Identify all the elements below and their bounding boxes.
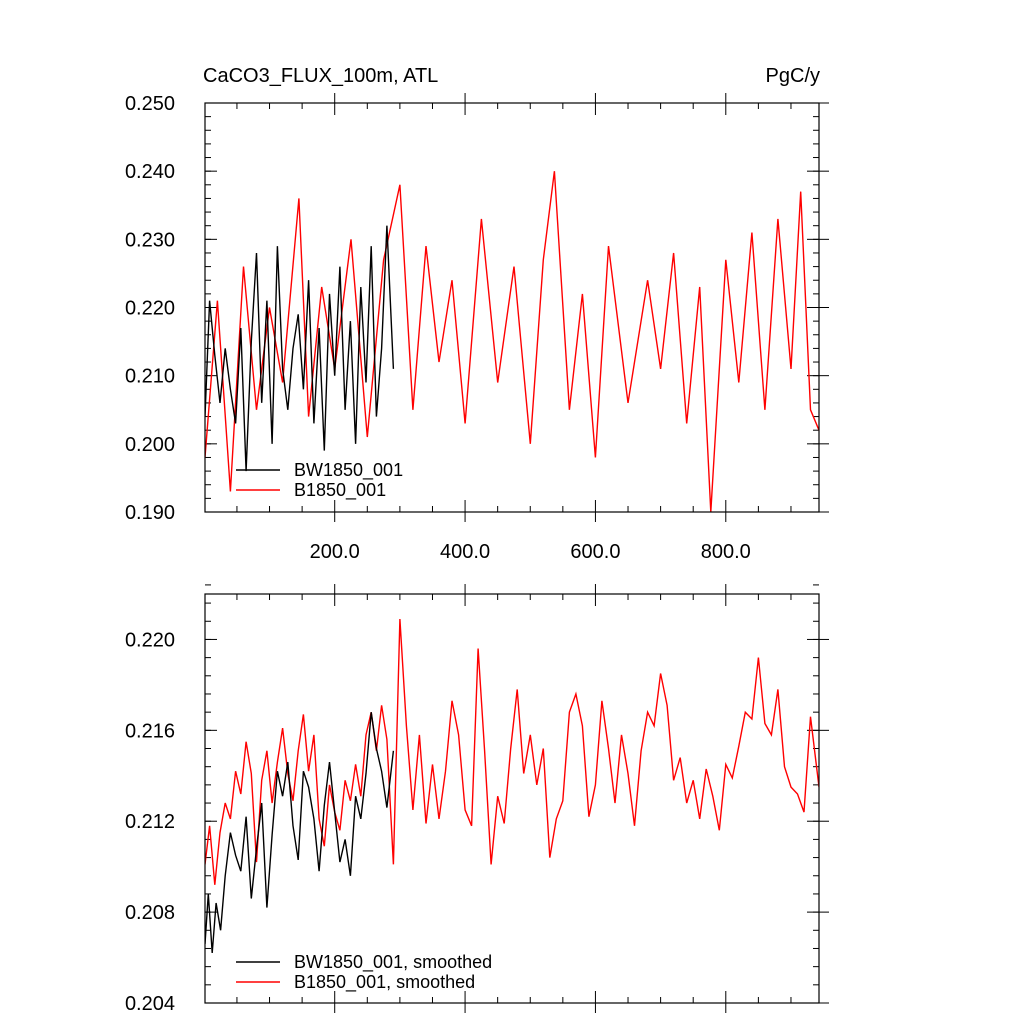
bottom-series-line-bw1850-001-smoothed xyxy=(205,712,395,954)
bottom-legend-label: BW1850_001, smoothed xyxy=(294,952,492,973)
top-y-tick-label: 0.230 xyxy=(125,229,175,251)
bottom-series-line-b1850-001-smoothed xyxy=(205,618,819,885)
top-series-group xyxy=(205,171,819,512)
top-chart-title: CaCO3_FLUX_100m, ATL xyxy=(203,65,438,87)
top-series-line-bw1850-001 xyxy=(205,225,395,472)
top-legend-label: BW1850_001 xyxy=(294,460,403,481)
bottom-y-tick-label: 0.216 xyxy=(125,720,175,742)
top-x-tick-label: 400.0 xyxy=(440,541,490,563)
top-y-tick-label: 0.190 xyxy=(125,502,175,524)
top-y-tick-label: 0.220 xyxy=(125,298,175,320)
bottom-y-tick-label: 0.212 xyxy=(125,811,175,833)
bottom-series-group xyxy=(205,618,819,954)
bottom-y-tick-label: 0.220 xyxy=(125,629,175,651)
bottom-plot-frame xyxy=(204,593,820,1004)
top-chart-panel: CaCO3_FLUX_100m, ATL PgC/y 200.0 400.0 600… xyxy=(125,65,829,563)
top-y-tick-label: 0.210 xyxy=(125,366,175,388)
bottom-axis-ticks xyxy=(205,584,829,1013)
top-axis-ticks xyxy=(205,93,829,522)
bottom-y-tick-label: 0.208 xyxy=(125,902,175,924)
bottom-tick-labels: 0.204 0.208 0.212 0.216 0.220 xyxy=(125,629,175,1015)
top-y-tick-label: 0.240 xyxy=(125,161,175,183)
top-y-tick-label: 0.250 xyxy=(125,93,175,115)
top-plot-frame xyxy=(204,102,820,513)
bottom-y-tick-label: 0.204 xyxy=(125,993,175,1015)
bottom-chart-panel: 0.204 0.208 0.212 0.216 0.220 BW1850_001, sm… xyxy=(125,584,829,1015)
top-y-tick-label: 0.200 xyxy=(125,434,175,456)
bottom-legend-label: B1850_001, smoothed xyxy=(294,972,475,993)
top-x-tick-label: 200.0 xyxy=(310,541,360,563)
top-series-line-b1850-001 xyxy=(205,171,819,512)
top-x-tick-label: 600.0 xyxy=(570,541,620,563)
top-tick-labels: 200.0 400.0 600.0 800.0 0.190 0.200 0.210 0.220… xyxy=(125,93,751,563)
top-legend-label: B1850_001 xyxy=(294,480,386,501)
top-x-tick-label: 800.0 xyxy=(701,541,751,563)
top-chart-units: PgC/y xyxy=(766,65,820,87)
